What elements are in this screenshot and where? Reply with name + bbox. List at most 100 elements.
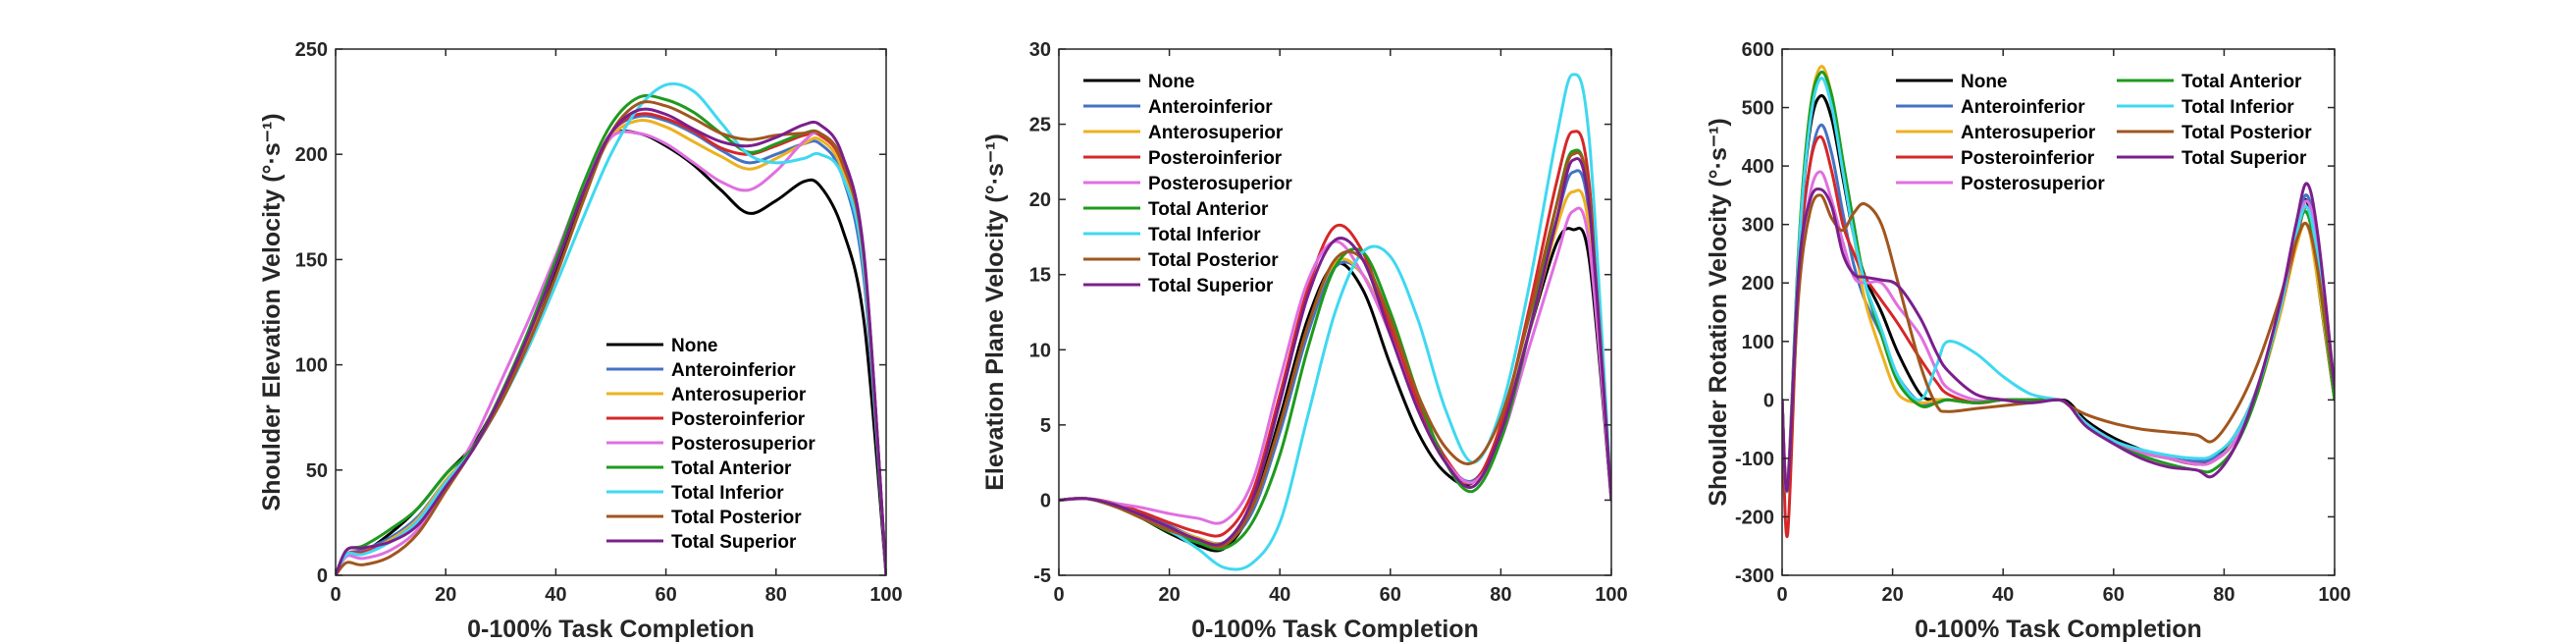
legend-entry: Total Superior bbox=[2182, 148, 2307, 169]
x-tick-label: 40 bbox=[1992, 584, 2014, 606]
legend-entry: Total Anterior bbox=[671, 458, 792, 479]
x-tick-label: 80 bbox=[2213, 584, 2234, 606]
chart-panel-3: 0 20 40 60 80 100 -300 -200 -100 0 100 200 300 400 500… bbox=[1705, 39, 2351, 643]
series-line-total-superior bbox=[1782, 182, 2335, 493]
legend-entry: Anteroinferior bbox=[671, 360, 796, 381]
series-line-posterosuperior bbox=[1782, 170, 2335, 487]
x-axis-label: 0-100% Task Completion bbox=[1915, 616, 2202, 643]
x-tick-label: 20 bbox=[1881, 584, 1903, 606]
y-tick-label: 200 bbox=[1742, 273, 1774, 295]
y-tick-label: 25 bbox=[1029, 115, 1051, 136]
x-tick-label: 0 bbox=[1053, 584, 1064, 606]
x-axis-label: 0-100% Task Completion bbox=[1191, 616, 1479, 643]
legend-entry: Anterosuperior bbox=[1961, 123, 2096, 143]
y-tick-label: 5 bbox=[1040, 415, 1051, 437]
series-line-total-anterior bbox=[336, 93, 886, 575]
y-axis-label: Shoulder Elevation Velocity (°·s⁻¹) bbox=[258, 113, 286, 510]
series-line-anterosuperior bbox=[1059, 188, 1611, 546]
y-tick-label: -300 bbox=[1735, 565, 1774, 587]
axes-box bbox=[1058, 48, 1612, 576]
legend: None Anteroinferior Anterosuperior Posteroi… bbox=[1083, 72, 1292, 296]
series-line-total-superior bbox=[336, 107, 886, 575]
legend-entry: None bbox=[671, 336, 718, 356]
y-tick-label: 150 bbox=[295, 249, 328, 271]
y-tick-label: 20 bbox=[1029, 189, 1051, 211]
y-tick-label: 200 bbox=[295, 144, 328, 166]
legend-entry: Total Superior bbox=[671, 532, 797, 553]
legend-entry: Anteroinferior bbox=[1148, 97, 1273, 118]
x-tick-label: 0 bbox=[1776, 584, 1787, 606]
y-tick-label: 0 bbox=[1763, 390, 1774, 411]
y-tick-label: 0 bbox=[317, 565, 328, 587]
legend-entry: Anteroinferior bbox=[1961, 97, 2085, 118]
axes-box bbox=[1781, 48, 2336, 576]
legend-entry: Posterosuperior bbox=[1148, 174, 1292, 194]
y-tick-label: 500 bbox=[1742, 98, 1774, 120]
y-tick-label: 250 bbox=[295, 39, 328, 61]
y-tick-label: -200 bbox=[1735, 507, 1774, 528]
y-tick-label: 15 bbox=[1029, 265, 1051, 287]
series-line-total-inferior bbox=[336, 81, 886, 575]
x-tick-label: 60 bbox=[2103, 584, 2125, 606]
axes-box bbox=[335, 48, 887, 576]
legend: None Anteroinferior Anterosuperior Posteroi… bbox=[1896, 72, 2312, 194]
x-tick-label: 60 bbox=[1380, 584, 1401, 606]
series-line-none bbox=[1059, 226, 1611, 553]
legend-entry: Posterosuperior bbox=[671, 434, 815, 455]
legend-entry: Anterosuperior bbox=[671, 385, 807, 405]
legend-entry: Posteroinferior bbox=[1961, 148, 2095, 169]
x-axis-label: 0-100% Task Completion bbox=[467, 616, 755, 643]
series-line-posteroinferior bbox=[1059, 130, 1611, 538]
x-tick-label: 40 bbox=[545, 584, 566, 606]
plot-area bbox=[336, 81, 886, 575]
series-line-posteroinferior bbox=[1782, 134, 2335, 539]
legend-entry: Posteroinferior bbox=[1148, 148, 1283, 169]
x-tick-label: 20 bbox=[435, 584, 456, 606]
x-tick-label: 100 bbox=[869, 584, 902, 606]
y-axis-label: Elevation Plane Velocity (°·s⁻¹) bbox=[981, 134, 1009, 491]
x-tick-label: 80 bbox=[1490, 584, 1511, 606]
legend-entry: Total Inferior bbox=[2182, 97, 2294, 118]
plot-area bbox=[1059, 73, 1611, 571]
y-tick-label: 600 bbox=[1742, 39, 1774, 61]
y-tick-label: 0 bbox=[1040, 490, 1051, 511]
y-tick-label: 30 bbox=[1029, 39, 1051, 61]
legend: None Anteroinferior Anterosuperior Posteroi… bbox=[606, 336, 815, 553]
x-tick-label: 20 bbox=[1158, 584, 1180, 606]
y-axis-label: Shoulder Rotation Velocity (°·s⁻¹) bbox=[1705, 118, 1732, 506]
y-tick-label: 50 bbox=[306, 460, 328, 482]
y-tick-label: 300 bbox=[1742, 215, 1774, 237]
x-tick-label: 100 bbox=[1595, 584, 1627, 606]
legend-entry: Total Posterior bbox=[671, 508, 802, 528]
y-tick-label: -5 bbox=[1033, 565, 1051, 587]
y-tick-label: 100 bbox=[1742, 332, 1774, 353]
x-tick-label: 60 bbox=[655, 584, 676, 606]
y-tick-label: 10 bbox=[1029, 340, 1051, 361]
legend-entry: Total Inferior bbox=[1148, 225, 1261, 245]
legend-entry: Total Inferior bbox=[671, 483, 784, 504]
x-tick-label: 80 bbox=[765, 584, 787, 606]
chart-panel-1: 0 20 40 60 80 100 0 50 100 150 200 250 0-100% Task C… bbox=[258, 39, 903, 643]
legend-entry: Anterosuperior bbox=[1148, 123, 1284, 143]
y-tick-label: 400 bbox=[1742, 156, 1774, 178]
legend-entry: Total Posterior bbox=[2182, 123, 2312, 143]
series-line-total-posterior bbox=[336, 100, 886, 575]
y-tick-label: 100 bbox=[295, 355, 328, 377]
legend-entry: None bbox=[1961, 72, 2008, 92]
x-tick-label: 40 bbox=[1269, 584, 1290, 606]
legend-entry: Total Posterior bbox=[1148, 250, 1279, 271]
y-tick-label: -100 bbox=[1735, 449, 1774, 470]
legend-entry: Posteroinferior bbox=[671, 409, 806, 430]
legend-entry: Total Anterior bbox=[2182, 72, 2302, 92]
series-line-total-posterior bbox=[1782, 193, 2335, 492]
series-line-total-superior bbox=[1059, 157, 1611, 547]
legend-entry: Total Superior bbox=[1148, 276, 1274, 296]
legend-entry: Total Anterior bbox=[1148, 199, 1269, 220]
series-line-posterosuperior bbox=[1059, 206, 1611, 525]
x-tick-label: 0 bbox=[330, 584, 341, 606]
x-tick-label: 100 bbox=[2318, 584, 2350, 606]
legend-entry: Posterosuperior bbox=[1961, 174, 2105, 194]
legend-entry: None bbox=[1148, 72, 1195, 92]
